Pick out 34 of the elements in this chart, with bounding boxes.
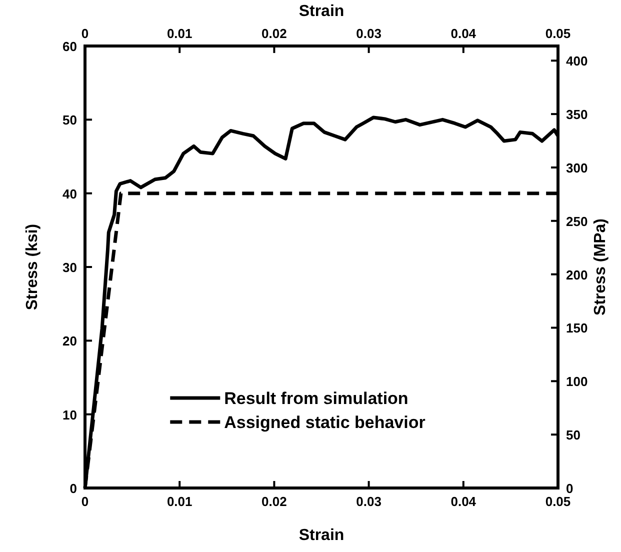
x-tick-label: 0.04 xyxy=(450,26,477,41)
x2-tick-label: 0.04 xyxy=(450,494,477,509)
y-tick-label: 0 xyxy=(70,481,77,496)
x-axis-title: Strain xyxy=(298,527,344,544)
legend-label: Result from simulation xyxy=(224,389,408,408)
x2-tick-label: 0.02 xyxy=(262,494,287,509)
y2-tick-label: 300 xyxy=(566,160,588,176)
y2-tick-label: 200 xyxy=(566,267,588,282)
y2-axis-title: Stress (MPa) xyxy=(592,218,609,316)
y-tick-label: 60 xyxy=(62,39,77,54)
y2-tick-label: 100 xyxy=(566,374,588,390)
y2-tick-label: 350 xyxy=(566,107,588,122)
x2-axis-title: Strain xyxy=(298,3,344,20)
x-tick-label: 0.05 xyxy=(545,26,571,41)
x2-tick-label: 0.01 xyxy=(166,494,192,509)
x-tick-label: 0 xyxy=(81,26,89,41)
y-axis-title: Stress (ksi) xyxy=(24,224,41,310)
x2-tick-label: 0.03 xyxy=(356,494,382,509)
y-tick-label: 30 xyxy=(62,260,77,275)
y2-tick-label: 0 xyxy=(566,481,574,496)
x2-tick-label: 0 xyxy=(81,494,89,509)
y2-tick-label: 50 xyxy=(566,428,580,443)
x-tick-label: 0.03 xyxy=(356,26,382,41)
y-tick-label: 10 xyxy=(62,407,77,422)
y-tick-label: 40 xyxy=(62,186,77,202)
x-tick-label: 0.01 xyxy=(166,26,192,41)
x-tick-label: 0.02 xyxy=(262,26,287,41)
y-tick-label: 50 xyxy=(62,112,77,128)
x2-tick-label: 0.05 xyxy=(545,494,571,509)
y2-tick-label: 150 xyxy=(566,320,588,336)
y-tick-label: 20 xyxy=(62,334,77,349)
y2-tick-label: 400 xyxy=(566,54,588,69)
legend-label: Assigned static behavior xyxy=(224,413,426,432)
y2-tick-label: 250 xyxy=(566,214,588,229)
